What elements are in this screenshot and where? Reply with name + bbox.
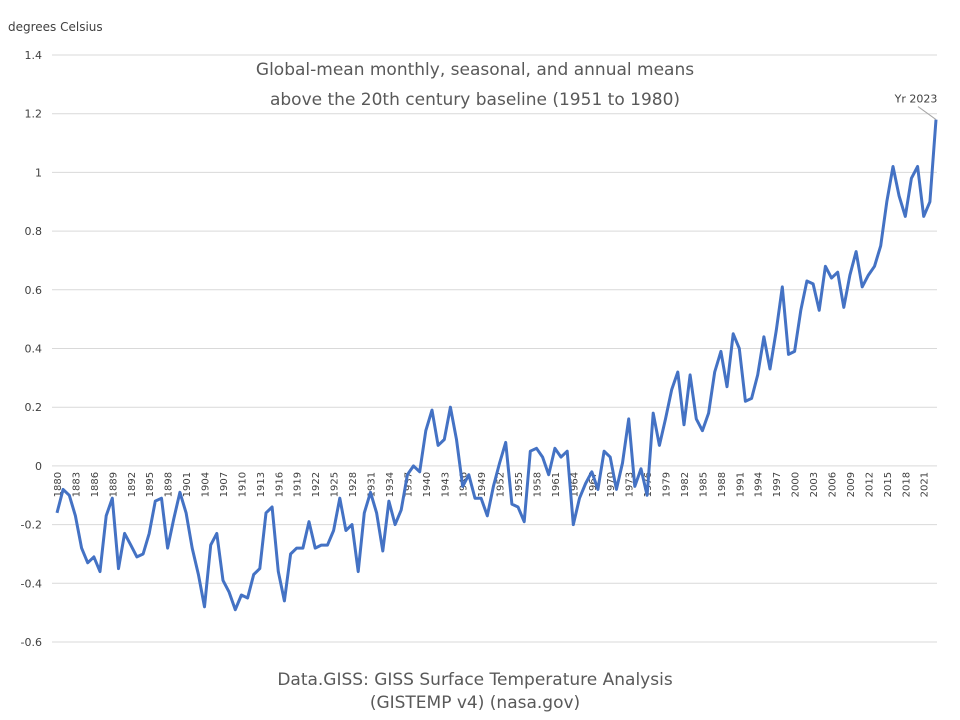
x-tick-label: 1970 [606, 472, 617, 497]
chart-title-line-1: Global-mean monthly, seasonal, and annua… [255, 60, 695, 80]
x-axis-ticks: 1880 1883 1886 1889 1892 1895 1898 1901 1904 1907… [53, 472, 931, 497]
x-tick-label: 1907 [219, 472, 230, 497]
x-tick-label: 1940 [422, 472, 433, 497]
x-tick-label: 1979 [662, 472, 673, 497]
x-tick-label: 1955 [514, 472, 525, 497]
x-tick-label: 2018 [901, 472, 912, 497]
x-tick-label: 1883 [71, 472, 82, 497]
y-tick-label: 0.4 [25, 343, 43, 356]
x-tick-label: 1913 [256, 472, 267, 497]
x-tick-label: 1895 [145, 472, 156, 497]
x-tick-label: 1961 [551, 472, 562, 497]
x-tick-label: 1937 [403, 472, 414, 497]
x-tick-label: 1886 [90, 472, 101, 497]
annotation-label: Yr 2023 [894, 93, 938, 106]
y-tick-label: 1.4 [25, 49, 43, 62]
x-tick-label: 1943 [440, 472, 451, 497]
x-tick-label: 1901 [182, 472, 193, 497]
x-tick-label: 1892 [127, 472, 138, 497]
y-axis-ticks: 1.4 1.2 1 0.8 0.6 0.4 0.2 0 -0.2 -0.4 -0.6 [21, 49, 42, 649]
source-line-1: Data.GISS: GISS Surface Temperature Anal… [277, 670, 673, 690]
x-tick-label: 1898 [164, 472, 175, 497]
x-tick-label: 1904 [201, 472, 212, 497]
x-tick-label: 2000 [791, 472, 802, 497]
x-tick-label: 1985 [698, 472, 709, 497]
x-tick-label: 1964 [569, 472, 580, 497]
y-tick-label: 1.2 [25, 108, 43, 121]
source-line-2: (GISTEMP v4) (nasa.gov) [369, 693, 581, 713]
y-tick-label: -0.4 [21, 577, 42, 590]
x-tick-label: 2009 [846, 472, 857, 497]
y-tick-label: 0.8 [25, 225, 43, 238]
annotation-leader-line [917, 106, 937, 120]
x-tick-label: 1925 [330, 472, 341, 497]
chart-title-line-2: above the 20th century baseline (1951 to… [269, 90, 681, 110]
x-tick-label: 1991 [735, 472, 746, 497]
x-tick-label: 1952 [496, 472, 507, 497]
gridlines [52, 54, 937, 643]
x-tick-label: 1997 [772, 472, 783, 497]
x-tick-label: 1958 [532, 472, 543, 497]
y-tick-label: 0.2 [25, 401, 43, 414]
y-tick-label: -0.2 [21, 519, 42, 532]
x-tick-label: 1988 [717, 472, 728, 497]
y-axis-label: degrees Celsius [8, 20, 103, 34]
x-tick-label: 1928 [348, 472, 359, 497]
x-tick-label: 2003 [809, 472, 820, 497]
x-tick-label: 2015 [883, 472, 894, 497]
x-tick-label: 1919 [293, 472, 304, 497]
y-tick-label: 1 [35, 166, 42, 179]
x-tick-label: 1889 [108, 472, 119, 497]
x-tick-label: 1916 [274, 472, 285, 497]
x-tick-label: 2012 [864, 472, 875, 497]
y-tick-label: 0 [35, 460, 42, 473]
x-tick-label: 1994 [754, 472, 765, 497]
x-tick-label: 1973 [625, 472, 636, 497]
x-tick-label: 1967 [588, 472, 599, 497]
x-tick-label: 2006 [828, 472, 839, 497]
x-tick-label: 1922 [311, 472, 322, 497]
x-tick-label: 1910 [237, 472, 248, 497]
x-tick-label: 1982 [680, 472, 691, 497]
anomaly-series-line [55, 119, 938, 612]
x-tick-label: 1880 [53, 472, 64, 497]
x-tick-label: 2021 [920, 472, 931, 497]
x-tick-label: 1949 [477, 472, 488, 497]
x-tick-label: 1934 [385, 472, 396, 497]
y-tick-label: 0.6 [25, 284, 43, 297]
y-tick-label: -0.6 [21, 636, 42, 649]
x-tick-label: 1931 [366, 472, 377, 497]
